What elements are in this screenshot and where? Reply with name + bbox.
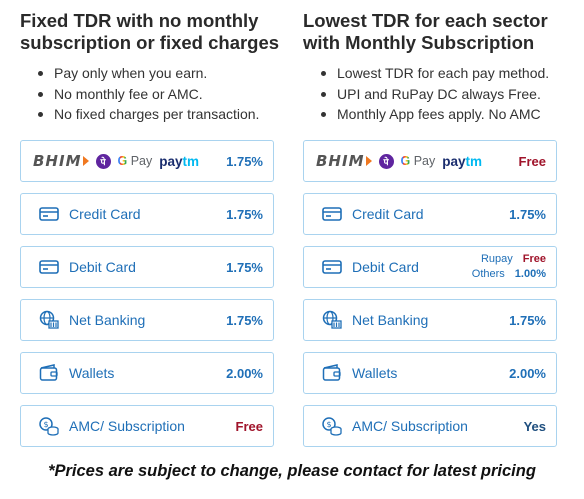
svg-text:$: $	[43, 420, 48, 429]
gpay-logo: G Pay	[117, 154, 153, 168]
phonepe-logo: पे	[95, 153, 111, 169]
upi-price: 1.75%	[226, 153, 263, 169]
debit-card-price: 1.75%	[226, 259, 263, 275]
heading-line: Lowest TDR for each sector	[303, 10, 548, 31]
rupay-label: Rupay	[480, 253, 513, 265]
net-banking-icon	[31, 310, 67, 330]
amc-subscription-icon: $	[31, 416, 67, 436]
wallets-price: 2.00%	[226, 365, 263, 381]
amc-subscription-card[interactable]: $ AMC/ Subscription Free	[20, 405, 274, 447]
credit-card-price: 1.75%	[509, 206, 546, 222]
others-price: 1.00%	[514, 268, 546, 280]
debit-card-card[interactable]: Debit Card Rupay Free Others 1.00%	[303, 246, 557, 288]
net-banking-icon	[314, 310, 350, 330]
wallets-label: Wallets	[69, 365, 115, 381]
credit-card-icon	[31, 206, 67, 222]
phonepe-logo: पे	[378, 153, 394, 169]
debit-card-label: Debit Card	[69, 259, 136, 275]
paytm-logo: paytm	[442, 153, 483, 169]
amc-subscription-icon: $	[314, 416, 350, 436]
net-banking-price: 1.75%	[226, 312, 263, 328]
upi-card[interactable]: BHIM पे G Pay paytm Free	[303, 140, 557, 182]
credit-card-label: Credit Card	[69, 206, 141, 222]
fixed-tdr-heading: Fixed TDR with no monthly subscription o…	[20, 10, 290, 54]
net-banking-price: 1.75%	[509, 312, 546, 328]
amc-subscription-label: AMC/ Subscription	[352, 418, 468, 434]
amc-subscription-price: Yes	[523, 418, 546, 434]
fixed-tdr-column: Fixed TDR with no monthly subscription o…	[20, 0, 290, 447]
heading-line: with Monthly Subscription	[303, 32, 535, 53]
paytm-logo: paytm	[159, 153, 200, 169]
wallet-icon	[31, 364, 67, 382]
wallets-price: 2.00%	[509, 365, 546, 381]
heading-line: subscription or fixed charges	[20, 32, 280, 53]
credit-card-card[interactable]: Credit Card 1.75%	[303, 193, 557, 235]
pricing-disclaimer: *Prices are subject to change, please co…	[48, 462, 536, 480]
rupay-price: Free	[522, 253, 546, 265]
net-banking-card[interactable]: Net Banking 1.75%	[303, 299, 557, 341]
bullet-item: No fixed charges per transaction.	[36, 104, 290, 125]
credit-card-card[interactable]: Credit Card 1.75%	[20, 193, 274, 235]
debit-card-prices: Rupay Free Others 1.00%	[472, 252, 546, 282]
others-label: Others	[471, 268, 505, 280]
bhim-logo: BHIM	[33, 152, 89, 170]
subscription-column: Lowest TDR for each sector with Monthly …	[303, 0, 573, 447]
gpay-logo: G Pay	[400, 154, 436, 168]
bullet-item: Lowest TDR for each pay method.	[319, 63, 573, 84]
subscription-heading: Lowest TDR for each sector with Monthly …	[303, 10, 573, 54]
amc-subscription-label: AMC/ Subscription	[69, 418, 185, 434]
debit-card-card[interactable]: Debit Card 1.75%	[20, 246, 274, 288]
others-price-row: Others 1.00%	[472, 267, 546, 282]
credit-card-icon	[314, 206, 350, 222]
net-banking-label: Net Banking	[69, 312, 146, 328]
bullet-item: UPI and RuPay DC always Free.	[319, 84, 573, 105]
wallets-label: Wallets	[352, 365, 398, 381]
credit-card-price: 1.75%	[226, 206, 263, 222]
debit-card-icon	[31, 259, 67, 275]
amc-subscription-price: Free	[235, 418, 263, 434]
bullet-item: No monthly fee or AMC.	[36, 84, 290, 105]
net-banking-card[interactable]: Net Banking 1.75%	[20, 299, 274, 341]
wallet-icon	[314, 364, 350, 382]
rupay-price-row: Rupay Free	[481, 252, 546, 267]
upi-price: Free	[518, 153, 546, 169]
wallets-card[interactable]: Wallets 2.00%	[20, 352, 274, 394]
debit-card-label: Debit Card	[352, 259, 419, 275]
debit-card-icon	[314, 259, 350, 275]
upi-logos: BHIM पे G Pay paytm	[21, 152, 226, 170]
subscription-bullets: Lowest TDR for each pay method. UPI and …	[319, 63, 573, 125]
upi-card[interactable]: BHIM पे G Pay paytm 1.75%	[20, 140, 274, 182]
heading-line: Fixed TDR with no monthly	[20, 10, 259, 31]
wallets-card[interactable]: Wallets 2.00%	[303, 352, 557, 394]
bullet-item: Pay only when you earn.	[36, 63, 290, 84]
amc-subscription-card[interactable]: $ AMC/ Subscription Yes	[303, 405, 557, 447]
svg-text:$: $	[326, 420, 331, 429]
bullet-item: Monthly App fees apply. No AMC	[319, 104, 573, 125]
bhim-logo: BHIM	[316, 152, 372, 170]
credit-card-label: Credit Card	[352, 206, 424, 222]
net-banking-label: Net Banking	[352, 312, 429, 328]
fixed-tdr-bullets: Pay only when you earn. No monthly fee o…	[36, 63, 290, 125]
upi-logos: BHIM पे G Pay paytm	[304, 152, 519, 170]
